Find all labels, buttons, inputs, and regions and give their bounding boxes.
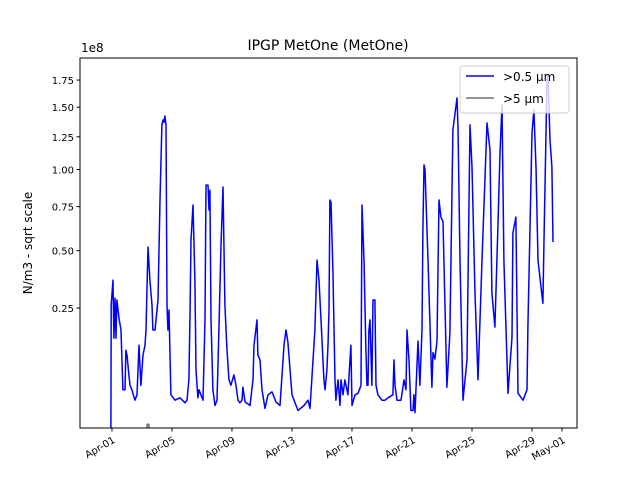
y-tick-label: 0.25 (52, 304, 74, 315)
y-tick-label: 1.00 (52, 166, 74, 177)
x-tick-label: Apr-09 (203, 435, 237, 461)
chart-title: IPGP MetOne (MetOne) (247, 38, 408, 54)
legend: >0.5 µm >5 µm (459, 65, 570, 114)
y-offset-text: 1e8 (81, 41, 104, 55)
x-tick-label: Apr-21 (383, 435, 417, 461)
legend-label-1: >5 µm (503, 92, 544, 106)
y-axis-label: N/m3 - sqrt scale (21, 192, 35, 295)
y-tick-label: 1.25 (52, 133, 74, 144)
x-tick-label: Apr-05 (143, 435, 177, 461)
y-tick-label: 0.75 (52, 203, 74, 214)
series-line-0 (110, 74, 554, 428)
legend-box (459, 65, 570, 114)
series-line-1 (146, 423, 150, 428)
plot-frame (79, 57, 578, 429)
x-tick-label: Apr-25 (443, 435, 477, 461)
y-tick-label: 1.75 (52, 76, 74, 87)
legend-label-0: >0.5 µm (503, 70, 555, 84)
y-tick-label: 0.50 (52, 247, 74, 258)
y-tick-label: 1.50 (52, 103, 74, 114)
x-tick-label: Apr-13 (263, 435, 297, 461)
x-tick-label: Apr-17 (323, 435, 357, 461)
x-tick-label: May-01 (530, 435, 567, 463)
x-tick-label: Apr-01 (83, 435, 117, 461)
